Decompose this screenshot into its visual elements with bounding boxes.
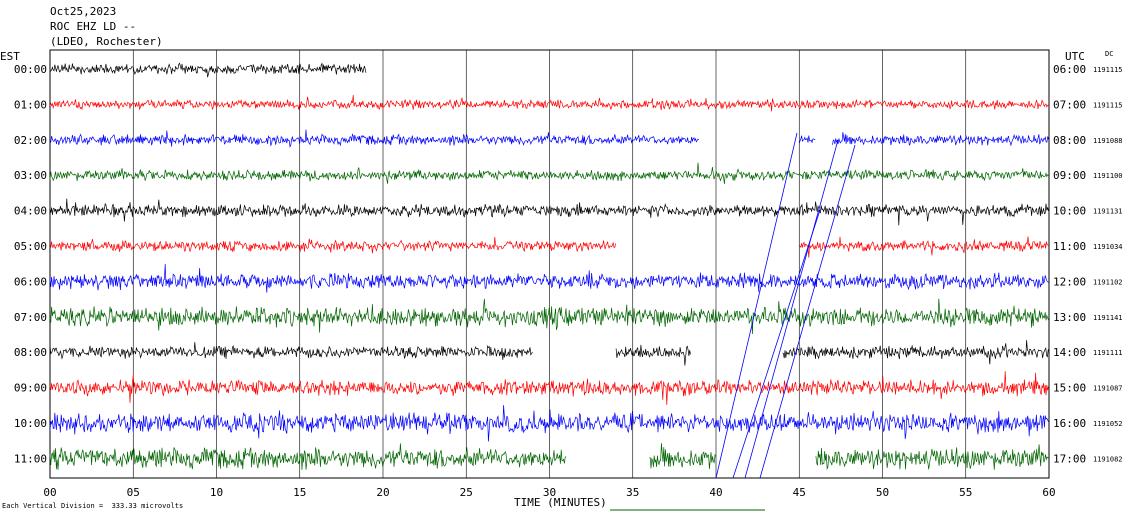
dc-label: DC (1105, 50, 1114, 58)
trace-segment (49, 405, 1049, 442)
x-tick-label: 10 (210, 486, 223, 499)
utc-hour-label: 13:00 (1053, 311, 1086, 324)
header-date: Oct25,2023 (50, 5, 117, 18)
x-tick-label: 45 (793, 486, 806, 499)
utc-hour-label: 06:00 (1053, 63, 1086, 76)
x-tick-label: 05 (127, 486, 140, 499)
est-hour-label: 06:00 (14, 275, 47, 288)
utc-hour-label: 16:00 (1053, 417, 1086, 430)
est-hour-label: 01:00 (14, 98, 47, 111)
dc-offset-label: 1191115 (1093, 66, 1123, 74)
diagonal-glitch-line (759, 144, 856, 479)
utc-hour-label: 08:00 (1053, 134, 1086, 147)
dc-offset-label: 1191087 (1093, 385, 1123, 393)
trace-segment (49, 94, 1049, 112)
trace-segment (832, 132, 1049, 147)
trace-segment (49, 443, 567, 470)
trace-segment (49, 162, 1049, 184)
trace-segment (815, 444, 1049, 471)
est-hour-label: 11:00 (14, 452, 47, 465)
x-tick-label: 00 (43, 486, 56, 499)
trace-segment (782, 340, 1050, 365)
trace-segment (49, 298, 1049, 335)
utc-hour-label: 07:00 (1053, 98, 1086, 111)
x-tick-label: 40 (709, 486, 722, 499)
est-hour-label: 02:00 (14, 134, 47, 147)
est-hour-label: 04:00 (14, 205, 47, 218)
x-tick-label: 30 (543, 486, 556, 499)
dc-offset-label: 1191034 (1093, 243, 1123, 251)
header-station: ROC EHZ LD -- (50, 20, 137, 33)
utc-hour-label: 17:00 (1053, 452, 1086, 465)
diagonal-glitch-line (715, 132, 798, 479)
x-tick-label: 25 (460, 486, 473, 499)
dc-offset-label: 1191111 (1093, 349, 1123, 357)
header-network: (LDEO, Rochester) (50, 35, 163, 48)
trace-segment (49, 371, 1049, 405)
est-hour-label: 00:00 (14, 63, 47, 76)
est-hour-label: 08:00 (14, 346, 47, 359)
utc-hour-label: 15:00 (1053, 382, 1086, 395)
dc-offset-label: 1191131 (1093, 208, 1123, 216)
dc-offset-label: 1191082 (1093, 455, 1123, 463)
dc-offset-label: 1191141 (1093, 314, 1123, 322)
utc-hour-label: 10:00 (1053, 205, 1086, 218)
x-tick-label: 50 (876, 486, 889, 499)
dc-offset-label: 1191115 (1093, 101, 1123, 109)
trace-segment (49, 62, 367, 78)
trace-segment (49, 198, 1049, 226)
scale-note: Each Vertical Division = 333.33 microvol… (2, 502, 184, 510)
est-hour-label: 05:00 (14, 240, 47, 253)
trace-segment (49, 236, 616, 254)
dc-offset-label: 1191100 (1093, 172, 1123, 180)
trace-segment (49, 129, 700, 148)
diagonal-glitch-line (744, 139, 839, 479)
trace-segment (49, 263, 1049, 293)
trace-segment (615, 344, 691, 366)
x-tick-label: 20 (376, 486, 389, 499)
trace-segment (49, 342, 533, 360)
x-tick-label: 15 (293, 486, 306, 499)
trace-segment (799, 236, 1049, 258)
dc-offset-label: 1191052 (1093, 420, 1123, 428)
diagonal-glitch-line (732, 209, 821, 479)
x-tick-label: 35 (626, 486, 639, 499)
x-tick-label: 55 (959, 486, 972, 499)
utc-hour-label: 14:00 (1053, 346, 1086, 359)
left-axis-label: EST (0, 50, 20, 63)
utc-hour-label: 11:00 (1053, 240, 1086, 253)
est-hour-label: 03:00 (14, 169, 47, 182)
est-hour-label: 07:00 (14, 311, 47, 324)
x-tick-label: 60 (1042, 486, 1055, 499)
utc-hour-label: 09:00 (1053, 169, 1086, 182)
dc-offset-label: 1191102 (1093, 278, 1123, 286)
dc-offset-label: 1191088 (1093, 137, 1123, 145)
right-axis-label: UTC (1065, 50, 1085, 63)
est-hour-label: 09:00 (14, 382, 47, 395)
trace-segment (798, 135, 816, 144)
utc-hour-label: 12:00 (1053, 275, 1086, 288)
trace-segment (649, 443, 717, 470)
est-hour-label: 10:00 (14, 417, 47, 430)
x-axis-label: TIME (MINUTES) (514, 496, 607, 509)
